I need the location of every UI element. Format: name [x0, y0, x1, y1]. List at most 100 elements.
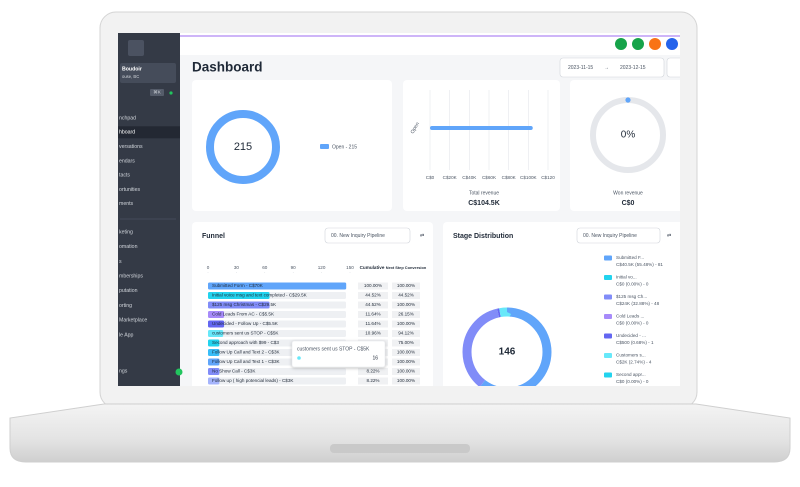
nav-item[interactable]: s	[119, 259, 122, 265]
cell-bg	[392, 339, 420, 347]
date-range[interactable]	[559, 57, 665, 78]
bar-label: customers sent us STOP - C$5K	[212, 331, 279, 336]
bar-label: Undecided - Follow Up - C$5.5K	[212, 321, 279, 326]
search-shortcut-box	[150, 89, 164, 96]
cumulative: 8.22%	[366, 378, 379, 383]
nav-item[interactable]: orting	[119, 303, 132, 309]
stage-swap-icon[interactable]: ⇄	[667, 233, 671, 239]
bar-label: Follow up ( high potencial leads) - C$3K	[212, 378, 294, 383]
bar-label: Follow Up Call and Text 2 - C$3K	[212, 350, 281, 355]
next-step: 100.00%	[397, 369, 415, 374]
date-end: 2023-12-15	[620, 65, 646, 71]
nav-active	[118, 126, 180, 139]
nav-item[interactable]: omation	[119, 244, 138, 250]
nav-item[interactable]: nchpad	[119, 115, 136, 121]
next-step: 100.00%	[397, 350, 415, 355]
x-tick-label: C$0	[426, 175, 435, 180]
cell-bg	[358, 320, 388, 328]
account-switcher[interactable]	[120, 63, 176, 83]
top-bar	[180, 33, 680, 55]
next-step: 100.00%	[397, 378, 415, 383]
donut-segment	[462, 307, 552, 386]
legend-detail: C$0 (0.00%) - 0	[616, 379, 649, 384]
won-revenue: C$0	[622, 200, 635, 207]
total-revenue-label: Total revenue	[469, 190, 499, 196]
legend-name: Second appr...	[616, 372, 646, 377]
x-tick-label: C$60K	[482, 175, 497, 180]
cell-bg	[358, 311, 388, 318]
screen: Boudoir ouse, BC ⌘K nchpad hboard versatio…	[118, 33, 687, 386]
bar-track	[208, 368, 346, 375]
total-revenue: C$104.5K	[468, 200, 500, 207]
date-start: 2023-11-15	[568, 65, 593, 71]
funnel-pipeline-select[interactable]	[324, 227, 411, 244]
cumulative: 11.64%	[365, 312, 380, 317]
donut-segment	[462, 307, 552, 386]
cell-bg	[392, 368, 420, 375]
nav-item[interactable]: Marketplace	[119, 318, 147, 324]
logo	[128, 40, 144, 56]
nav-item[interactable]: ortunities	[119, 187, 140, 193]
next-step: 100.00%	[397, 321, 415, 326]
bar	[208, 301, 270, 309]
opportunity-card	[192, 80, 392, 211]
sidebar-nav: nchpad hboard versations endars tacts ortunit…	[118, 115, 180, 374]
nav-item[interactable]: tacts	[119, 173, 130, 179]
page-title: Dashboard	[192, 60, 263, 75]
call-icon[interactable]	[615, 38, 627, 50]
bar-label: Cold Leads From AC - C$5.5K	[212, 312, 275, 317]
x-tick-label: 0	[207, 265, 210, 270]
next-step: 100.00%	[397, 302, 415, 307]
bar-label: Initial voice msg and text completed - C…	[212, 293, 308, 298]
funnel-title: Funnel	[202, 233, 225, 240]
next-step: 26.15%	[398, 312, 414, 317]
bar-label: Follow Up Call and Text 1 - C$3K	[212, 359, 281, 364]
bar-label: No Show Call - C$3K	[212, 369, 256, 374]
bar	[208, 330, 224, 337]
notification-icon[interactable]	[649, 38, 661, 50]
cumulative: 8.22%	[366, 369, 379, 374]
next-step: 94.12%	[398, 331, 414, 336]
bar-track	[208, 377, 346, 385]
x-tick-label: 60	[262, 265, 268, 270]
nav-item[interactable]: mberships	[119, 273, 143, 279]
cumulative: 11.64%	[365, 321, 380, 326]
stage-card	[443, 222, 680, 386]
sidebar	[118, 33, 180, 386]
search-shortcut: ⌘K	[153, 90, 161, 95]
nav-item[interactable]: endars	[119, 158, 135, 164]
cell-bg	[392, 292, 420, 299]
funnel-swap-icon[interactable]: ⇄	[420, 233, 424, 239]
cell-bg	[358, 377, 388, 385]
bar	[208, 282, 347, 290]
cell-bg	[358, 282, 388, 290]
cell-bg	[392, 377, 420, 385]
nav-item[interactable]: putation	[119, 288, 138, 294]
edit-button[interactable]	[666, 57, 687, 78]
nav-item[interactable]: keting	[119, 229, 133, 235]
next-step: 75.00%	[398, 340, 414, 345]
bar	[208, 368, 220, 375]
x-tick-label: 120	[318, 265, 326, 270]
nav-item[interactable]: versations	[119, 144, 143, 150]
cumulative: 44.52%	[365, 293, 381, 298]
announce-icon[interactable]	[632, 38, 644, 50]
legend-detail: C$2K (2.74%) - 4	[616, 360, 652, 365]
legend-swatch	[604, 294, 612, 300]
tooltip-value: 16	[372, 355, 378, 361]
stage-pipeline-select[interactable]	[576, 227, 661, 244]
legend-swatch	[604, 314, 612, 319]
funnel-pipeline: 00. New Inquiry Pipeline	[331, 233, 385, 239]
nav-item[interactable]: ments	[119, 201, 134, 207]
x-tick-label: 30	[234, 265, 240, 270]
nav-item[interactable]: ngs	[119, 368, 128, 374]
nav-item[interactable]: hboard	[119, 130, 135, 136]
x-tick-label: C$100K	[520, 175, 538, 180]
date-arrow: →	[604, 65, 609, 71]
nav-item[interactable]: le App	[119, 332, 134, 338]
legend-detail: C$500 (0.68%) - 1	[616, 340, 654, 345]
legend-detail: C$0 (0.00%) - 0	[616, 321, 649, 326]
help-icon[interactable]	[666, 38, 678, 50]
bar-label: Submitted Form - C$70K	[212, 283, 264, 288]
cell-bg	[358, 330, 388, 337]
